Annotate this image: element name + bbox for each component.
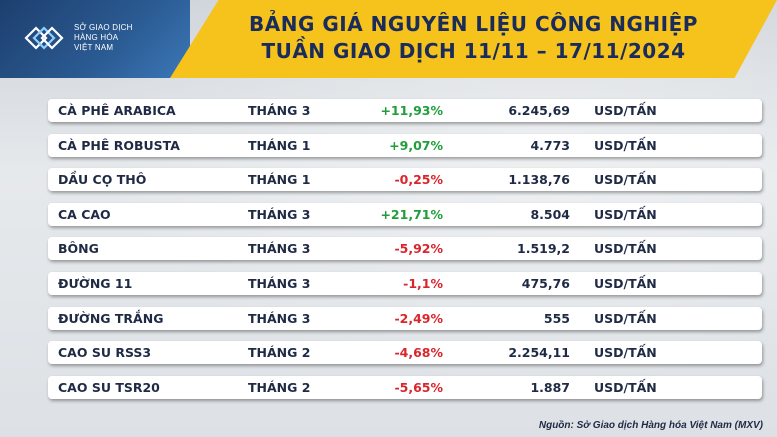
price-change: +11,93% bbox=[380, 103, 443, 118]
table-row: CAO SU TSR20 THÁNG 2 -5,65% 1.887 USD/TẤ… bbox=[48, 375, 762, 399]
price-change: +21,71% bbox=[380, 206, 443, 222]
contract-month: THÁNG 2 bbox=[248, 345, 311, 361]
table-row: ĐƯỜNG 11 THÁNG 3 -1,1% 475,76 USD/TẤN bbox=[48, 271, 762, 295]
price-change: -1,1% bbox=[403, 275, 443, 291]
price-unit: USD/TẤN bbox=[594, 379, 657, 395]
price-table: CÀ PHÊ ARABICA THÁNG 3 +11,93% 6.245,69 … bbox=[48, 99, 762, 410]
table-row: BÔNG THÁNG 3 -5,92% 1.519,2 USD/TẤN bbox=[48, 237, 762, 261]
price-change: -5,92% bbox=[394, 241, 443, 257]
price-unit: USD/TẤN bbox=[594, 241, 657, 257]
header: SỞ GIAO DỊCH HÀNG HÓA VIỆT NAM BẢNG GIÁ … bbox=[0, 0, 777, 78]
price-value: 555 bbox=[543, 310, 570, 326]
logo-line-1: SỞ GIAO DỊCH bbox=[74, 23, 133, 32]
commodity-name: DẦU CỌ THÔ bbox=[58, 172, 147, 188]
header-logo-panel bbox=[0, 0, 190, 78]
page-title: BẢNG GIÁ NGUYÊN LIỆU CÔNG NGHIỆP bbox=[249, 12, 698, 36]
price-value: 8.504 bbox=[530, 206, 570, 222]
commodity-name: CÀ PHÊ ROBUSTA bbox=[58, 137, 180, 153]
commodity-name: BÔNG bbox=[58, 241, 99, 257]
commodity-name: ĐƯỜNG TRẮNG bbox=[58, 310, 164, 326]
price-change: +9,07% bbox=[389, 137, 443, 153]
price-value: 6.245,69 bbox=[508, 103, 570, 118]
price-change: -5,65% bbox=[394, 379, 443, 395]
contract-month: THÁNG 3 bbox=[248, 275, 311, 291]
mxv-logo-icon bbox=[22, 18, 68, 58]
contract-month: THÁNG 3 bbox=[248, 206, 311, 222]
price-unit: USD/TẤN bbox=[594, 172, 657, 188]
contract-month: THÁNG 2 bbox=[248, 379, 311, 395]
commodity-name: CÀ PHÊ ARABICA bbox=[58, 103, 176, 118]
source-note: Nguồn: Sở Giao dịch Hàng hóa Việt Nam (M… bbox=[538, 420, 763, 431]
price-value: 2.254,11 bbox=[508, 345, 570, 361]
mxv-logo-text: SỞ GIAO DỊCH HÀNG HÓA VIỆT NAM bbox=[74, 23, 133, 53]
contract-month: THÁNG 3 bbox=[248, 241, 311, 257]
price-value: 1.138,76 bbox=[508, 172, 570, 188]
price-change: -4,68% bbox=[394, 345, 443, 361]
commodity-name: ĐƯỜNG 11 bbox=[58, 275, 133, 291]
price-value: 475,76 bbox=[521, 275, 570, 291]
contract-month: THÁNG 3 bbox=[248, 103, 311, 118]
logo-line-2: HÀNG HÓA bbox=[74, 33, 119, 42]
commodity-name: CA CAO bbox=[58, 206, 111, 222]
price-unit: USD/TẤN bbox=[594, 103, 657, 118]
price-unit: USD/TẤN bbox=[594, 137, 657, 153]
page-subtitle: TUẦN GIAO DỊCH 11/11 – 17/11/2024 bbox=[261, 39, 686, 63]
table-row: CÀ PHÊ ARABICA THÁNG 3 +11,93% 6.245,69 … bbox=[48, 99, 762, 122]
mxv-logo: SỞ GIAO DỊCH HÀNG HÓA VIỆT NAM bbox=[22, 18, 133, 58]
commodity-name: CAO SU TSR20 bbox=[58, 379, 160, 395]
table-row: CÀ PHÊ ROBUSTA THÁNG 1 +9,07% 4.773 USD/… bbox=[48, 133, 762, 157]
price-change: -2,49% bbox=[394, 310, 443, 326]
table-row: CA CAO THÁNG 3 +21,71% 8.504 USD/TẤN bbox=[48, 202, 762, 226]
contract-month: THÁNG 3 bbox=[248, 310, 311, 326]
header-title-band bbox=[170, 0, 777, 78]
logo-line-3: VIỆT NAM bbox=[74, 43, 114, 52]
contract-month: THÁNG 1 bbox=[248, 172, 311, 188]
table-row: DẦU CỌ THÔ THÁNG 1 -0,25% 1.138,76 USD/T… bbox=[48, 168, 762, 192]
price-value: 4.773 bbox=[530, 137, 570, 153]
table-row: ĐƯỜNG TRẮNG THÁNG 3 -2,49% 555 USD/TẤN bbox=[48, 306, 762, 330]
price-change: -0,25% bbox=[394, 172, 443, 188]
price-unit: USD/TẤN bbox=[594, 345, 657, 361]
price-value: 1.887 bbox=[530, 379, 570, 395]
contract-month: THÁNG 1 bbox=[248, 137, 311, 153]
price-value: 1.519,2 bbox=[517, 241, 570, 257]
price-unit: USD/TẤN bbox=[594, 206, 657, 222]
table-row: CAO SU RSS3 THÁNG 2 -4,68% 2.254,11 USD/… bbox=[48, 341, 762, 365]
price-unit: USD/TẤN bbox=[594, 275, 657, 291]
commodity-name: CAO SU RSS3 bbox=[58, 345, 152, 361]
price-unit: USD/TẤN bbox=[594, 310, 657, 326]
